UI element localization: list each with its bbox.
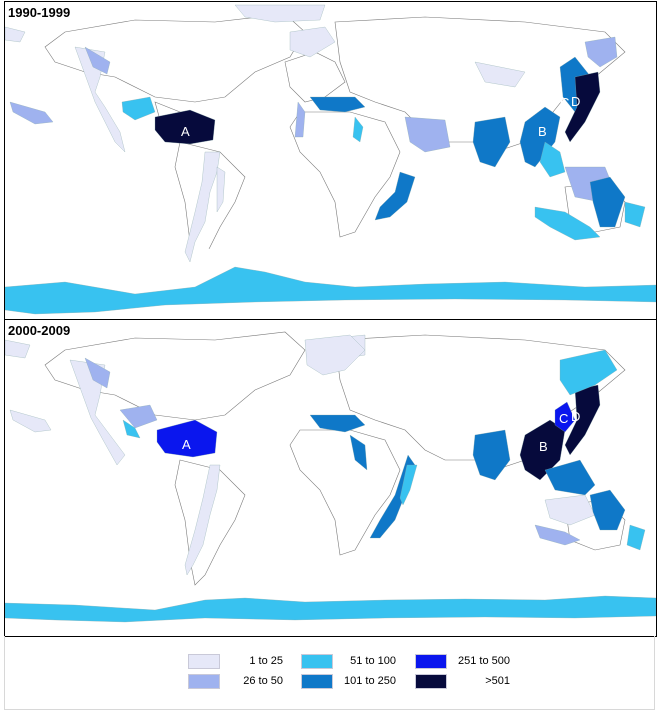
marker-b: B xyxy=(539,439,548,454)
world-map: A B C D xyxy=(5,4,656,319)
marker-a: A xyxy=(181,124,190,139)
marker-c: C xyxy=(560,95,569,110)
rating-regions xyxy=(5,4,656,315)
marker-a: A xyxy=(182,437,191,452)
marker-c: C xyxy=(559,411,568,426)
panel-title: 2000-2009 xyxy=(8,323,71,338)
legend-label: >501 xyxy=(485,675,510,687)
marker-d: D xyxy=(571,94,580,109)
region-markers: A B C D xyxy=(181,94,580,139)
landmasses xyxy=(44,331,626,586)
legend-label: 1 to 25 xyxy=(249,655,283,667)
legend-label: 101 to 250 xyxy=(344,675,396,687)
legend-swatch xyxy=(188,654,220,669)
region-markers: A B C D xyxy=(182,409,580,454)
legend-label: 251 to 500 xyxy=(458,655,510,667)
legend-swatch xyxy=(301,674,333,689)
world-map: A B C D xyxy=(5,331,656,623)
panel-title: 1990-1999 xyxy=(8,5,71,20)
map-panel-2000-2009: 2000-2009 xyxy=(4,319,657,637)
legend-swatch xyxy=(301,654,333,669)
legend-label: 26 to 50 xyxy=(243,675,283,687)
marker-b: B xyxy=(538,124,547,139)
map-panel-1990-1999: 1990-1999 xyxy=(4,1,657,320)
legend: 1 to 25 26 to 50 51 to 100 101 to 250 25… xyxy=(4,636,655,710)
legend-label: 51 to 100 xyxy=(350,655,396,667)
legend-swatch xyxy=(415,654,447,669)
legend-swatch xyxy=(188,674,220,689)
marker-d: D xyxy=(571,409,580,424)
rating-regions xyxy=(5,334,656,623)
legend-swatch xyxy=(415,674,447,689)
